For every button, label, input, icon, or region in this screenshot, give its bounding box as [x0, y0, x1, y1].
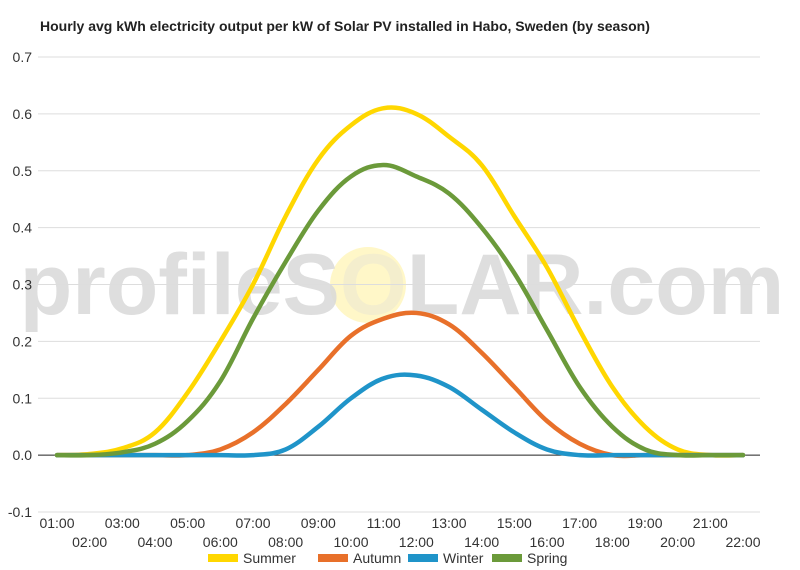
y-tick-label: 0.3 [13, 277, 33, 293]
legend: Summer Autumn Winter Spring [208, 550, 567, 566]
x-tick-label: 01:00 [39, 515, 74, 531]
x-tick-label: 08:00 [268, 534, 303, 550]
y-tick-label: -0.1 [8, 504, 32, 520]
y-tick-label: 0.1 [13, 390, 33, 406]
series-lines [54, 105, 746, 459]
x-axis-ticks: 01:00 02:00 03:00 04:00 05:00 06:00 07:00 08:00… [39, 515, 760, 550]
y-tick-label: 0.5 [13, 163, 33, 179]
legend-swatch-autumn [318, 554, 348, 562]
y-tick-label: 0.7 [13, 49, 33, 65]
x-tick-label: 06:00 [203, 534, 238, 550]
y-axis-ticks: -0.1 0.0 0.1 0.2 0.3 0.4 0.5 0.6 0.7 [8, 49, 32, 520]
x-tick-label: 20:00 [660, 534, 695, 550]
series-line-summer [54, 105, 746, 458]
legend-label-winter: Winter [443, 550, 484, 566]
x-tick-label: 13:00 [431, 515, 466, 531]
x-tick-label: 02:00 [72, 534, 107, 550]
x-tick-label: 10:00 [333, 534, 368, 550]
legend-label-summer: Summer [243, 550, 296, 566]
x-tick-label: 04:00 [137, 534, 172, 550]
legend-label-autumn: Autumn [353, 550, 401, 566]
x-tick-label: 11:00 [367, 515, 401, 531]
x-tick-label: 22:00 [725, 534, 760, 550]
legend-label-spring: Spring [527, 550, 567, 566]
gridlines [38, 56, 760, 513]
x-tick-label: 18:00 [595, 534, 630, 550]
series-line-autumn [54, 310, 746, 459]
x-tick-label: 09:00 [301, 515, 336, 531]
y-tick-label: 0.6 [13, 106, 33, 122]
x-tick-label: 15:00 [497, 515, 532, 531]
series-line-winter [54, 372, 746, 458]
x-tick-label: 17:00 [562, 515, 597, 531]
chart-title: Hourly avg kWh electricity output per kW… [40, 18, 650, 34]
y-tick-label: 0.2 [13, 333, 33, 349]
x-tick-label: 19:00 [627, 515, 662, 531]
y-tick-label: 0.4 [13, 220, 33, 236]
x-tick-label: 07:00 [235, 515, 270, 531]
x-tick-label: 21:00 [693, 515, 728, 531]
x-tick-label: 05:00 [170, 515, 205, 531]
x-tick-label: 03:00 [105, 515, 140, 531]
x-tick-label: 12:00 [399, 534, 434, 550]
legend-swatch-spring [492, 554, 522, 562]
series-line-spring [54, 162, 746, 458]
legend-swatch-winter [408, 554, 438, 562]
x-tick-label: 16:00 [529, 534, 564, 550]
y-tick-label: 0.0 [13, 447, 33, 463]
legend-swatch-summer [208, 554, 238, 562]
x-tick-label: 14:00 [464, 534, 499, 550]
